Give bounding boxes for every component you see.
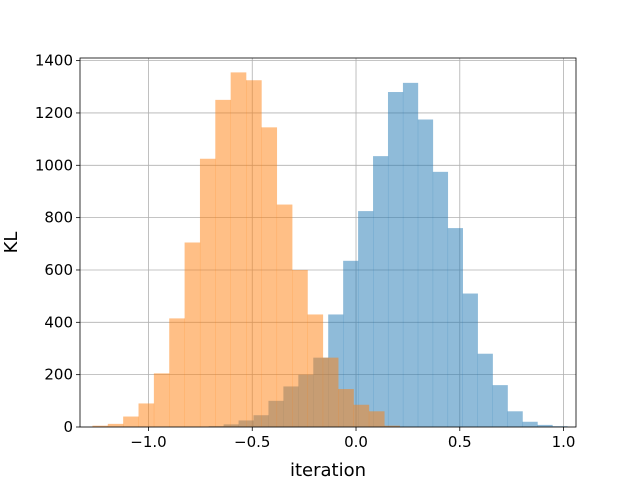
y-tick-label: 1400 xyxy=(35,52,73,70)
histogram-bar-series-2 xyxy=(368,411,385,427)
x-tick-label: 0.0 xyxy=(344,433,368,451)
histogram-bar-series-2 xyxy=(322,357,339,427)
histogram-bar-series-2 xyxy=(215,99,231,427)
histogram-bar-series-1 xyxy=(343,260,359,427)
histogram-bar-series-1 xyxy=(358,211,374,427)
histogram-bar-series-1 xyxy=(432,171,449,427)
histogram-bar-series-2 xyxy=(138,403,155,427)
x-tick-label: −1.0 xyxy=(130,433,166,451)
histogram-bar-series-2 xyxy=(230,72,247,427)
histogram-bar-series-1 xyxy=(522,421,538,427)
histogram-bar-series-2 xyxy=(292,269,308,427)
y-tick-label: 200 xyxy=(44,366,73,384)
histogram-bar-series-2 xyxy=(184,242,201,427)
histogram-bar-series-1 xyxy=(492,385,508,427)
plot-frame xyxy=(79,57,577,428)
histogram-bar-series-1 xyxy=(537,424,553,427)
histogram-bar-series-1 xyxy=(417,119,434,427)
histogram-bar-series-2 xyxy=(199,158,216,428)
y-axis-label: KL xyxy=(1,232,22,254)
y-tick-label: 600 xyxy=(44,261,73,279)
histogram-bar-series-1 xyxy=(507,411,523,427)
y-tick-label: 1200 xyxy=(35,104,73,122)
histogram-bar-series-1 xyxy=(402,82,419,428)
x-tick-label: −0.5 xyxy=(234,433,270,451)
histogram-bar-series-2 xyxy=(384,425,400,427)
x-tick-label: 1.0 xyxy=(552,433,576,451)
y-tick-label: 1000 xyxy=(35,156,73,174)
bars-layer xyxy=(92,72,568,428)
x-axis-label: iteration xyxy=(290,460,366,480)
histogram-bar-series-2 xyxy=(92,425,109,427)
y-tick-label: 400 xyxy=(44,313,73,331)
histogram-bar-series-1 xyxy=(387,92,404,428)
histogram-bar-series-1 xyxy=(373,156,389,427)
ticks-layer: −1.0 −0.5 0.0 0.5 1.0 0 200 400 600 800 1000 1200 14… xyxy=(35,52,576,451)
histogram-bar-series-2 xyxy=(246,80,262,427)
histogram-bar-series-2 xyxy=(123,416,139,427)
histogram-bar-series-2 xyxy=(153,373,170,427)
histogram-bar-series-2 xyxy=(338,389,354,427)
y-tick-label: 800 xyxy=(44,209,73,227)
histogram-bar-series-2 xyxy=(276,204,293,427)
histogram-bar-series-1 xyxy=(447,228,463,427)
histogram-bar-series-2 xyxy=(169,318,185,427)
x-tick-label: 0.5 xyxy=(448,433,472,451)
histogram-bar-series-2 xyxy=(307,314,324,427)
y-tick-label: 0 xyxy=(63,418,73,436)
histogram-bar-series-2 xyxy=(107,423,124,427)
histogram-bar-series-2 xyxy=(261,127,278,427)
histogram-bar-series-1 xyxy=(477,353,493,427)
histogram-bar-series-1 xyxy=(462,293,478,427)
histogram-bar-series-2 xyxy=(353,404,370,427)
